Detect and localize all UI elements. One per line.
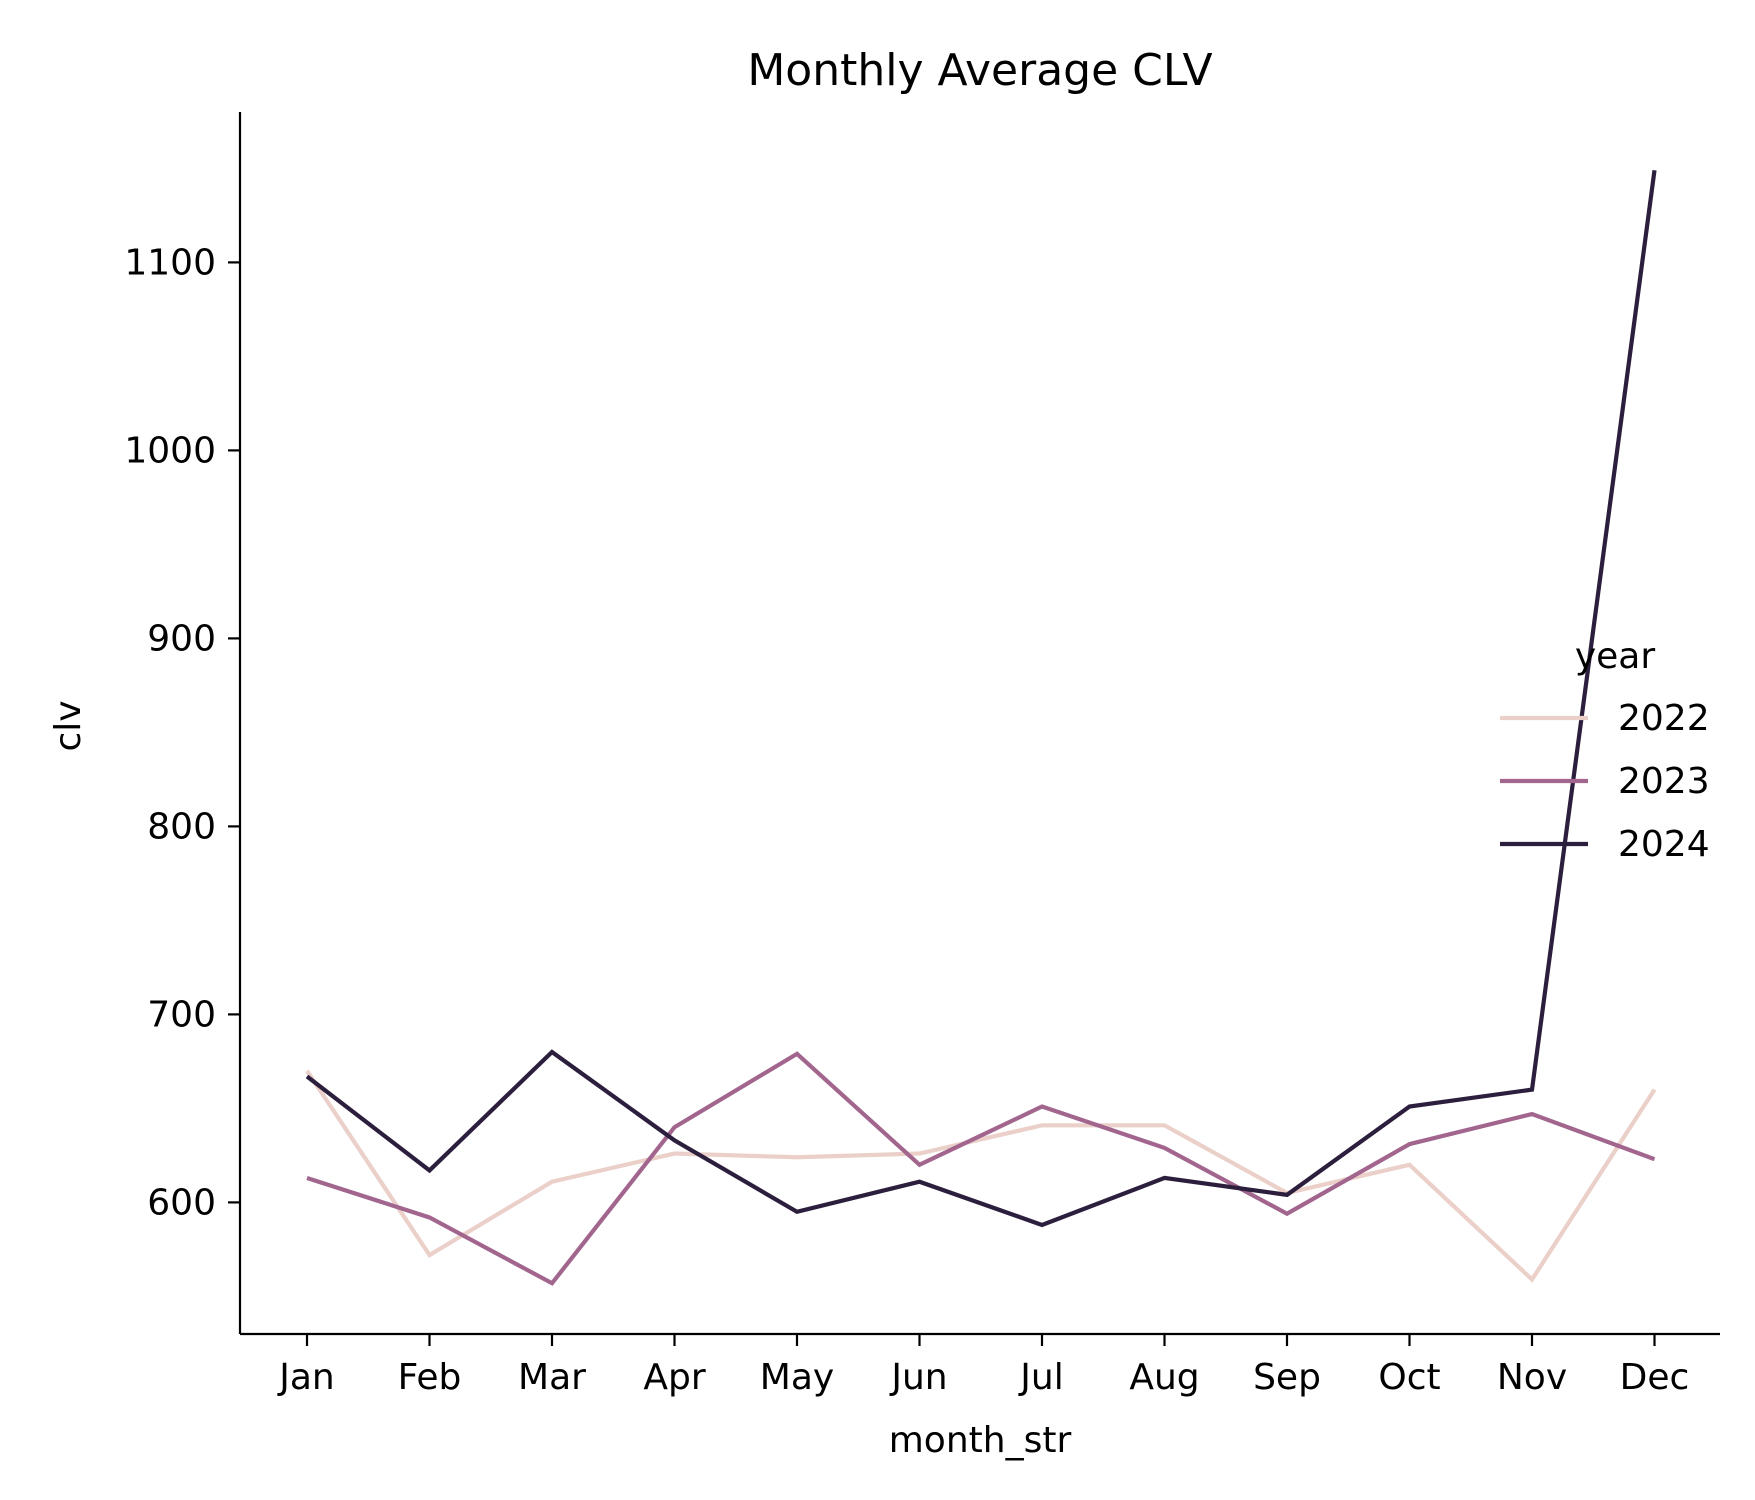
x-tick-label: Dec bbox=[1620, 1357, 1690, 1398]
series-line-2022 bbox=[305, 1069, 1657, 1283]
legend-items: 2022 2023 2024 bbox=[1500, 698, 1710, 865]
legend-item-2022: 2022 bbox=[1500, 698, 1710, 739]
x-tick-label: Jul bbox=[1018, 1357, 1063, 1398]
legend: year 2022 2023 2024 bbox=[1500, 636, 1710, 865]
y-tick-label: 1100 bbox=[124, 242, 216, 283]
x-tick-label: Feb bbox=[398, 1357, 462, 1398]
y-tick-label: 800 bbox=[147, 806, 216, 847]
x-tick-label: Sep bbox=[1253, 1357, 1321, 1398]
x-tick-label: Jan bbox=[277, 1357, 335, 1398]
legend-item-2024: 2024 bbox=[1500, 824, 1710, 865]
series-lines bbox=[305, 170, 1657, 1286]
y-axis-label: clv bbox=[48, 700, 89, 751]
axes bbox=[238, 112, 1720, 1336]
series-line-2024 bbox=[305, 170, 1657, 1228]
legend-title: year bbox=[1575, 636, 1656, 677]
x-tick-label: May bbox=[760, 1357, 834, 1398]
x-ticks: Jan Feb Mar Apr May Jun Jul Aug Sep Oct Nov Dec bbox=[277, 1334, 1689, 1398]
x-tick-label: Apr bbox=[643, 1357, 705, 1398]
legend-item-2023: 2023 bbox=[1500, 761, 1710, 802]
y-tick-label: 600 bbox=[147, 1182, 216, 1223]
x-axis-label: month_str bbox=[889, 1420, 1072, 1461]
legend-label-2022: 2022 bbox=[1618, 698, 1710, 739]
y-ticks: 600 700 800 900 1000 1100 bbox=[124, 242, 240, 1223]
x-tick-label: Oct bbox=[1378, 1357, 1440, 1398]
series-line-2023 bbox=[306, 1051, 1656, 1286]
y-tick-label: 1000 bbox=[124, 430, 216, 471]
chart-title: Monthly Average CLV bbox=[747, 45, 1212, 96]
y-tick-label: 900 bbox=[147, 618, 216, 659]
x-tick-label: Aug bbox=[1129, 1357, 1199, 1398]
legend-label-2023: 2023 bbox=[1618, 761, 1710, 802]
legend-label-2024: 2024 bbox=[1618, 824, 1710, 865]
y-tick-label: 700 bbox=[147, 994, 216, 1035]
x-tick-label: Jun bbox=[889, 1357, 947, 1398]
x-tick-label: Nov bbox=[1497, 1357, 1567, 1398]
x-tick-label: Mar bbox=[518, 1357, 586, 1398]
